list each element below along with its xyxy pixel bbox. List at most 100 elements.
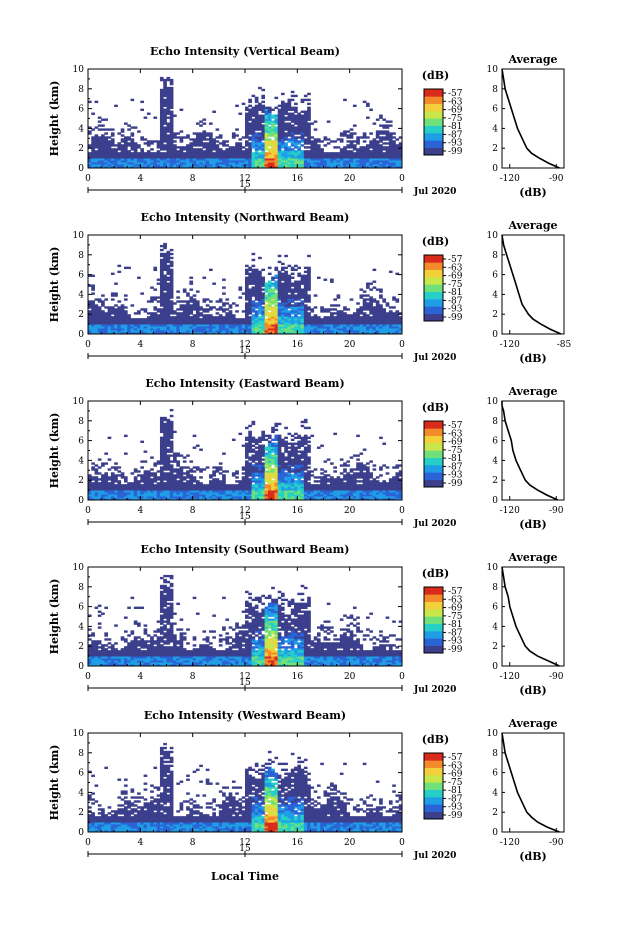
average-x-axis-label: (dB)	[519, 518, 546, 531]
colorbar-tick-label: -69	[448, 604, 463, 614]
beam-panel-1: Echo Intensity (Northward Beam) 0 2 4 6 8 10 0 4…	[48, 211, 572, 365]
colorbar-tick-label: -69	[448, 770, 463, 780]
beam-panel-2: Echo Intensity (Eastward Beam) 0 2 4 6 8 10 0 4 8…	[48, 377, 565, 531]
date-label: Jul 2020	[413, 353, 456, 363]
average-y-tick-label: 2	[492, 310, 498, 320]
colorbar-tick-label: -63	[448, 429, 463, 439]
colorbar-frame	[423, 420, 444, 488]
y-tick-label: 10	[73, 231, 85, 241]
colorbar-frame	[423, 88, 444, 156]
y-axis-label: Height (km)	[48, 81, 61, 157]
x-tick-label: 4	[137, 672, 143, 682]
average-profile-line	[501, 566, 560, 667]
average-title: Average	[507, 551, 557, 564]
average-y-tick-label: 6	[492, 603, 498, 613]
x-axis-label: Local Time	[211, 870, 279, 883]
average-y-tick-label: 2	[492, 476, 498, 486]
colorbar-tick-label: -87	[448, 462, 463, 472]
average-title: Average	[507, 717, 557, 730]
average-profile-line	[501, 401, 559, 501]
average-y-tick-label: 8	[492, 583, 498, 593]
colorbar-swatch	[424, 767, 443, 776]
colorbar-swatch	[424, 435, 443, 444]
x-tick-label: 12	[239, 506, 250, 516]
average-y-tick-label: 4	[492, 622, 498, 632]
average-frame	[501, 400, 565, 501]
average-profile-line	[501, 68, 560, 169]
y-tick-label: 8	[78, 251, 84, 261]
y-tick-label: 4	[78, 124, 84, 134]
colorbar-tick-label: -63	[448, 97, 463, 107]
colorbar-swatch	[424, 609, 443, 617]
colorbar-swatch	[424, 638, 443, 646]
x-tick-label: 0	[399, 672, 405, 682]
panel-title: Echo Intensity (Eastward Beam)	[145, 377, 344, 390]
colorbar-swatch	[424, 111, 443, 119]
average-y-tick-label: 0	[492, 662, 498, 672]
y-tick-label: 10	[73, 65, 85, 75]
colorbar-swatch	[424, 623, 443, 632]
colorbar-swatch	[424, 753, 443, 761]
x-tick-label: 8	[190, 672, 196, 682]
colorbar-tick-label: -69	[448, 106, 463, 116]
colorbar-swatch	[424, 450, 443, 458]
average-profile-line	[501, 732, 560, 833]
colorbar-swatch	[424, 269, 443, 278]
y-tick-label: 0	[78, 164, 84, 174]
beam-panel-4: Echo Intensity (Westward Beam) 0 2 4 6 8 10 0 4 8…	[48, 709, 565, 863]
colorbar-unit-label: (dB)	[422, 69, 449, 82]
average-y-tick-label: 0	[492, 496, 498, 506]
average-y-tick-label: 8	[492, 417, 498, 427]
colorbar-frame	[423, 586, 444, 654]
colorbar-swatch	[424, 789, 443, 798]
y-axis-label: Height (km)	[48, 745, 61, 821]
date-label: Jul 2020	[413, 519, 456, 529]
average-x-tick-label: -90	[549, 838, 564, 848]
colorbar-tick-label: -87	[448, 296, 463, 306]
y-tick-label: 0	[78, 828, 84, 838]
colorbar-tick-label: -93	[448, 803, 463, 813]
average-y-tick-label: 10	[487, 397, 499, 407]
y-tick-label: 8	[78, 749, 84, 759]
average-x-axis-label: (dB)	[519, 684, 546, 697]
colorbar-swatch	[424, 797, 443, 805]
x-tick-label: 0	[399, 506, 405, 516]
colorbar-swatch	[424, 291, 443, 300]
heatmap-field	[88, 574, 403, 667]
colorbar-swatch	[424, 594, 443, 602]
colorbar-tick-label: -75	[448, 778, 463, 788]
x-tick-label: 20	[344, 340, 356, 350]
y-tick-label: 6	[78, 271, 84, 281]
y-tick-label: 8	[78, 85, 84, 95]
colorbar-tick-label: -93	[448, 471, 463, 481]
colorbar-tick-label: -81	[448, 454, 463, 464]
colorbar-tick-label: -75	[448, 114, 463, 124]
y-tick-label: 6	[78, 105, 84, 115]
y-tick-label: 2	[78, 808, 84, 818]
average-frame	[501, 234, 565, 335]
colorbar-unit-label: (dB)	[422, 733, 449, 746]
average-title: Average	[507, 219, 557, 232]
x-tick-label: 16	[292, 174, 304, 184]
average-y-tick-label: 0	[492, 164, 498, 174]
colorbar-tick-label: -81	[448, 786, 463, 796]
x-tick-label: 20	[344, 174, 356, 184]
y-tick-label: 0	[78, 496, 84, 506]
colorbar-tick-label: -63	[448, 761, 463, 771]
colorbar-swatch	[424, 428, 443, 436]
average-frame	[501, 732, 565, 833]
day-marker-label: 15	[239, 678, 251, 688]
average-x-tick-label: -90	[549, 672, 564, 682]
date-label: Jul 2020	[413, 187, 456, 197]
x-tick-label: 16	[292, 340, 304, 350]
colorbar-swatch	[424, 96, 443, 104]
colorbar-frame	[423, 752, 444, 820]
colorbar-swatch	[424, 313, 443, 322]
average-frame	[501, 566, 565, 667]
x-tick-label: 0	[85, 838, 91, 848]
average-x-axis-label: (dB)	[519, 186, 546, 199]
x-tick-label: 4	[137, 340, 143, 350]
colorbar-unit-label: (dB)	[422, 567, 449, 580]
colorbar-swatch	[424, 140, 443, 148]
